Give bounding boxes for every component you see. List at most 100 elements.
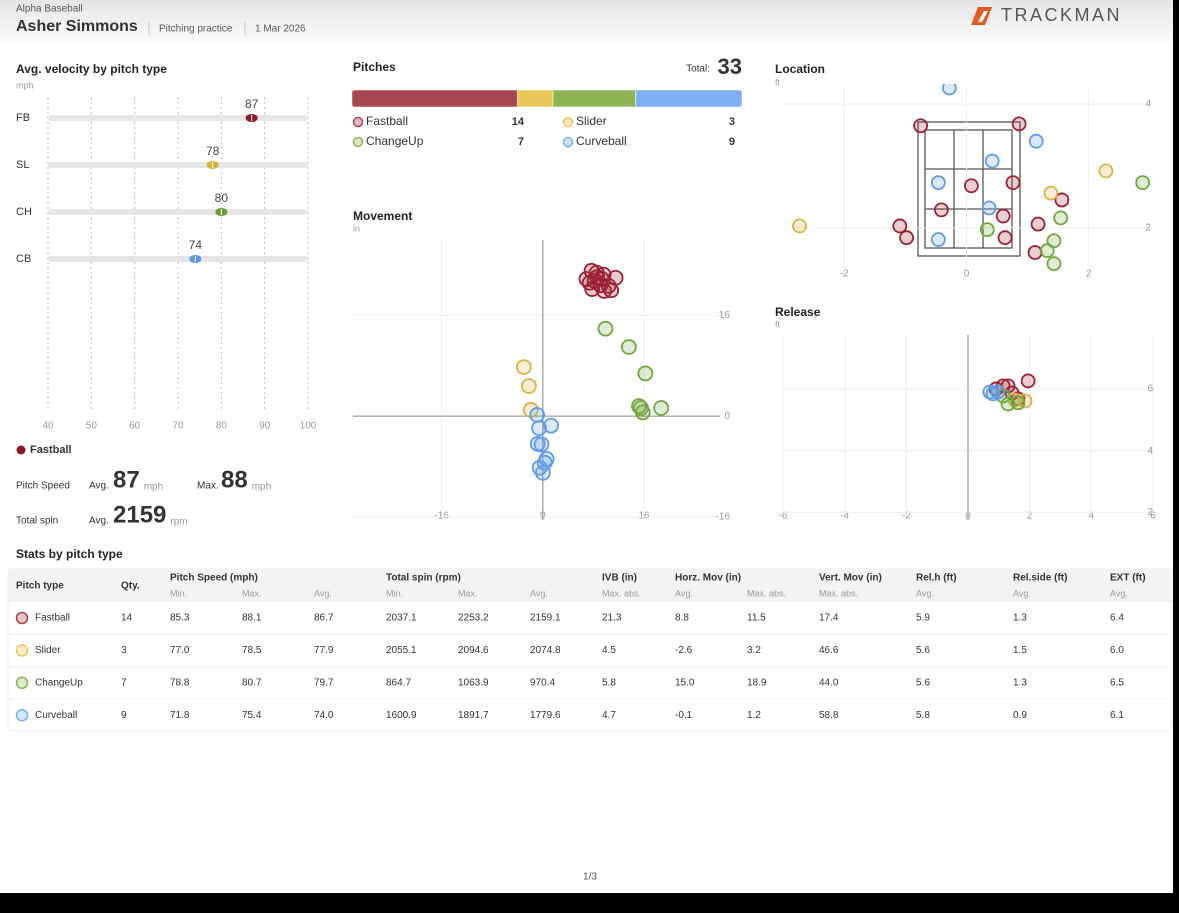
row-name: Fastball	[35, 613, 70, 624]
pitch-point	[1039, 243, 1055, 259]
column-subheader: Avg.	[530, 588, 548, 598]
table-cell: 864.7	[386, 677, 411, 688]
y-tick-label: 2	[1147, 507, 1153, 518]
x-tick-label: 80	[216, 421, 228, 432]
pitch-point	[1046, 256, 1062, 272]
column-header: Horz. Mov (in)	[675, 573, 741, 584]
x-tick-label: 6	[1150, 511, 1156, 522]
table-cell: 44.0	[819, 677, 839, 688]
pitch-point	[792, 218, 807, 234]
x-tick-label: -16	[434, 511, 449, 522]
legend-count: 7	[518, 136, 524, 148]
table-cell: 1.5	[1013, 645, 1027, 656]
y-tick-label: 16	[719, 310, 731, 321]
pitch-point	[1043, 185, 1059, 201]
table-cell: 2074.8	[530, 645, 561, 656]
table-cell: 1600.9	[386, 710, 417, 721]
pitch-point	[997, 230, 1013, 246]
y-tick-label: 0	[724, 411, 730, 422]
unit: ft	[775, 319, 781, 329]
section-title: Stats by pitch type	[16, 547, 123, 561]
column-header: Rel.h (ft)	[916, 573, 957, 584]
x-tick-label: 50	[86, 421, 98, 432]
column-subheader: Max.	[458, 588, 478, 598]
pitch-point	[995, 208, 1011, 224]
chart-title: Release	[775, 305, 821, 319]
column-subheader: Max. abs.	[819, 588, 858, 598]
pitch-point	[1011, 116, 1027, 132]
unit: ft	[775, 77, 781, 87]
pitch-point	[984, 153, 1000, 169]
session: Pitching practice	[159, 24, 233, 35]
legend-count: 9	[729, 136, 735, 148]
stat-label: Total spin	[16, 516, 58, 527]
pitch-point	[981, 200, 997, 216]
pitch-point	[543, 417, 559, 434]
pitch-point	[529, 435, 546, 452]
table-cell: 78.5	[242, 645, 262, 656]
org: Alpha Baseball	[16, 4, 83, 15]
y-tick-label: 4	[1147, 445, 1153, 456]
value-label: 87	[245, 97, 259, 111]
table-cell: 17.4	[819, 613, 839, 624]
table-cell: 7	[121, 677, 127, 688]
x-tick-label: 90	[259, 421, 271, 432]
legend-count: 14	[512, 116, 525, 128]
pitch-point	[1046, 233, 1062, 249]
table-cell: 5.6	[916, 677, 930, 688]
column-subheader: Min.	[170, 588, 187, 598]
value-label: 74	[189, 238, 203, 252]
legend-label: Slider	[576, 114, 607, 128]
frame	[0, 893, 1179, 913]
pitch-point	[521, 378, 537, 394]
stat-unit: rpm	[170, 517, 187, 528]
stat-value: 88	[221, 466, 248, 493]
column-subheader: Min.	[386, 588, 403, 598]
row-swatch	[15, 611, 29, 625]
x-tick-label: 60	[129, 421, 141, 432]
pitch-point	[1027, 245, 1043, 260]
y-tick-label: 6	[1147, 384, 1153, 395]
category-label: FB	[16, 112, 30, 124]
column-subheader: Max. abs.	[602, 588, 641, 598]
category-label: CH	[16, 206, 32, 218]
pitch-point	[1098, 163, 1114, 179]
legend-count: 3	[729, 116, 735, 128]
pitch-segment	[352, 90, 518, 107]
table-cell: 6.1	[1110, 710, 1124, 721]
table-cell: 1.2	[747, 710, 761, 721]
pitch-point	[637, 365, 654, 382]
table-cell: 6.0	[1110, 645, 1124, 656]
stat-unit: mph	[252, 482, 271, 493]
table-cell: 75.4	[242, 710, 262, 721]
track	[48, 256, 308, 262]
x-tick-label: 2	[1027, 511, 1033, 522]
legend-swatch	[352, 136, 364, 148]
logo-mark	[978, 11, 988, 22]
legend-label: Fastball	[366, 114, 408, 128]
pitch-point	[913, 118, 929, 134]
pitch-point	[531, 420, 547, 437]
pitch-point	[1030, 216, 1046, 232]
legend-swatch	[562, 116, 574, 128]
chart-title: Location	[775, 62, 825, 76]
pitch-point	[892, 218, 908, 234]
table-cell: 77.0	[170, 645, 190, 656]
column-subheader: Avg.	[1110, 588, 1128, 598]
table-cell: 46.6	[819, 645, 839, 656]
table-cell: 2159.1	[530, 613, 561, 624]
total: 33	[718, 54, 742, 79]
table-header	[8, 569, 1172, 602]
table-cell: 11.5	[747, 613, 766, 624]
table-cell: 2253.2	[458, 613, 489, 624]
column-header: Rel.side (ft)	[1013, 573, 1067, 584]
column-subheader: Avg.	[916, 588, 934, 598]
points	[515, 262, 670, 481]
category-label: CB	[16, 253, 31, 265]
table-cell: 85.3	[170, 613, 190, 624]
table-cell: 3	[121, 645, 127, 656]
track	[48, 162, 308, 168]
column-subheader: Avg.	[1013, 588, 1031, 598]
pitch-point	[1010, 395, 1026, 411]
table-cell: 9	[121, 710, 127, 721]
